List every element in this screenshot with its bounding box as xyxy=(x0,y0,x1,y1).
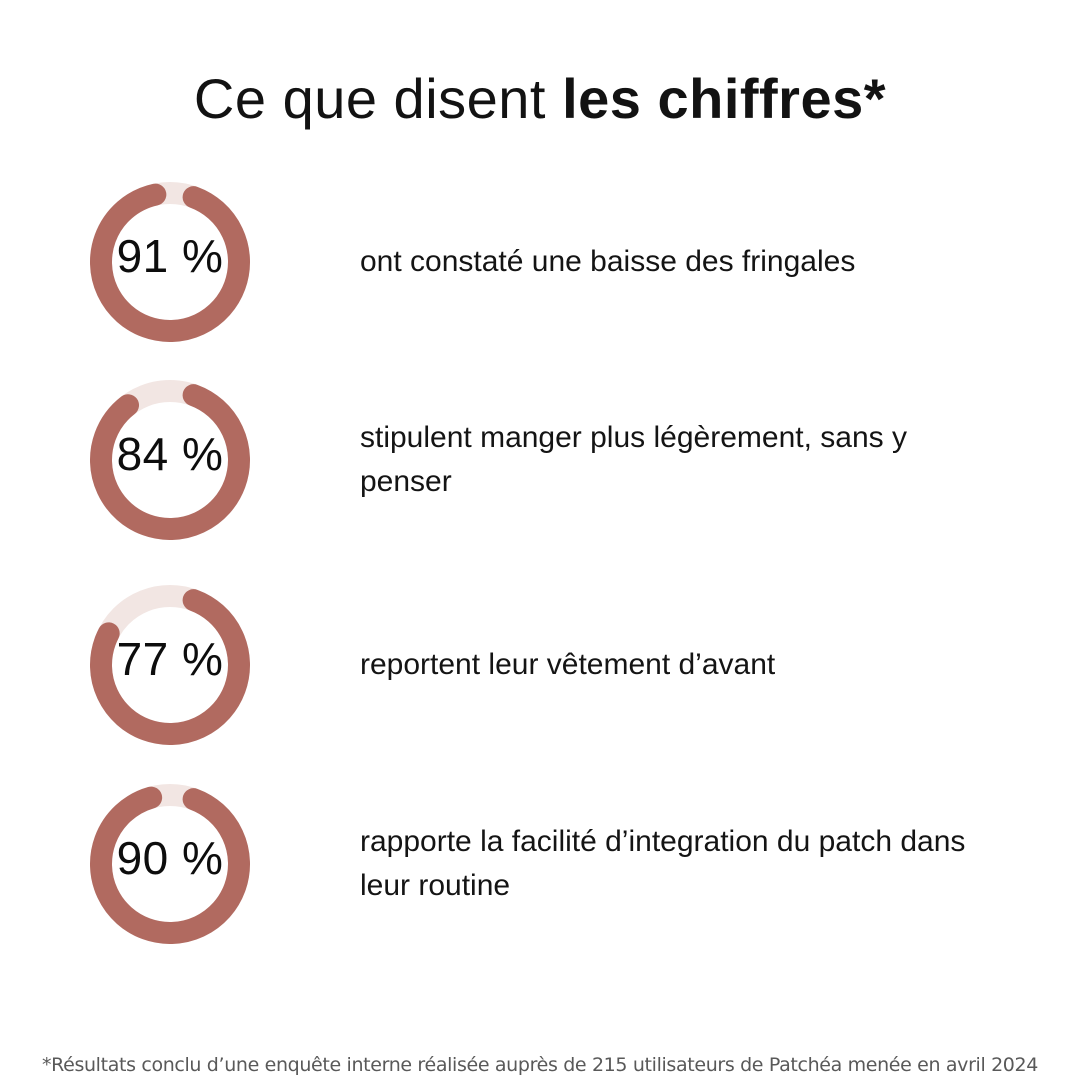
footnote: *Résultats conclu d’une enquête interne … xyxy=(41,1054,1039,1076)
donut-chart-1: 91 % xyxy=(90,182,250,342)
stat-text: reportent leur vêtement d’avant xyxy=(360,648,776,681)
page-title: Ce que disent les chiffres* xyxy=(0,66,1080,131)
stat-row-2: 84 % stipulent manger plus légèrement, s… xyxy=(90,380,1040,540)
stat-row-3: 77 % reportent leur vêtement d’avant xyxy=(90,585,1040,745)
stat-row-4: 90 % rapporte la facilité d’integration … xyxy=(90,784,1040,944)
donut-percent-label: 77 % xyxy=(116,633,224,685)
stat-text: rapporte la facilité d’integration du pa… xyxy=(360,825,966,902)
donut-percent-label: 90 % xyxy=(116,832,224,884)
donut-chart-4: 90 % xyxy=(90,784,250,944)
donut-ring-svg xyxy=(90,182,250,342)
donut-value-arc xyxy=(90,380,250,540)
donut-ring-svg xyxy=(90,380,250,540)
donut-value-arc xyxy=(90,585,250,745)
donut-ring-svg xyxy=(90,784,250,944)
donut-ring-svg xyxy=(90,585,250,745)
donut-chart-2: 84 % xyxy=(90,380,250,540)
stat-text: stipulent manger plus légèrement, sans y… xyxy=(360,421,907,498)
donut-value-arc xyxy=(90,182,250,342)
title-regular-part: Ce que disent xyxy=(193,67,563,130)
stat-row-1: 91 % ont constaté une baisse des fringal… xyxy=(90,182,1040,342)
donut-value-arc xyxy=(90,784,250,944)
title-bold-part: les chiffres* xyxy=(562,67,887,130)
donut-percent-label: 84 % xyxy=(116,428,224,480)
donut-chart-3: 77 % xyxy=(90,585,250,745)
stat-text: ont constaté une baisse des fringales xyxy=(360,245,856,278)
donut-percent-label: 91 % xyxy=(116,230,224,282)
